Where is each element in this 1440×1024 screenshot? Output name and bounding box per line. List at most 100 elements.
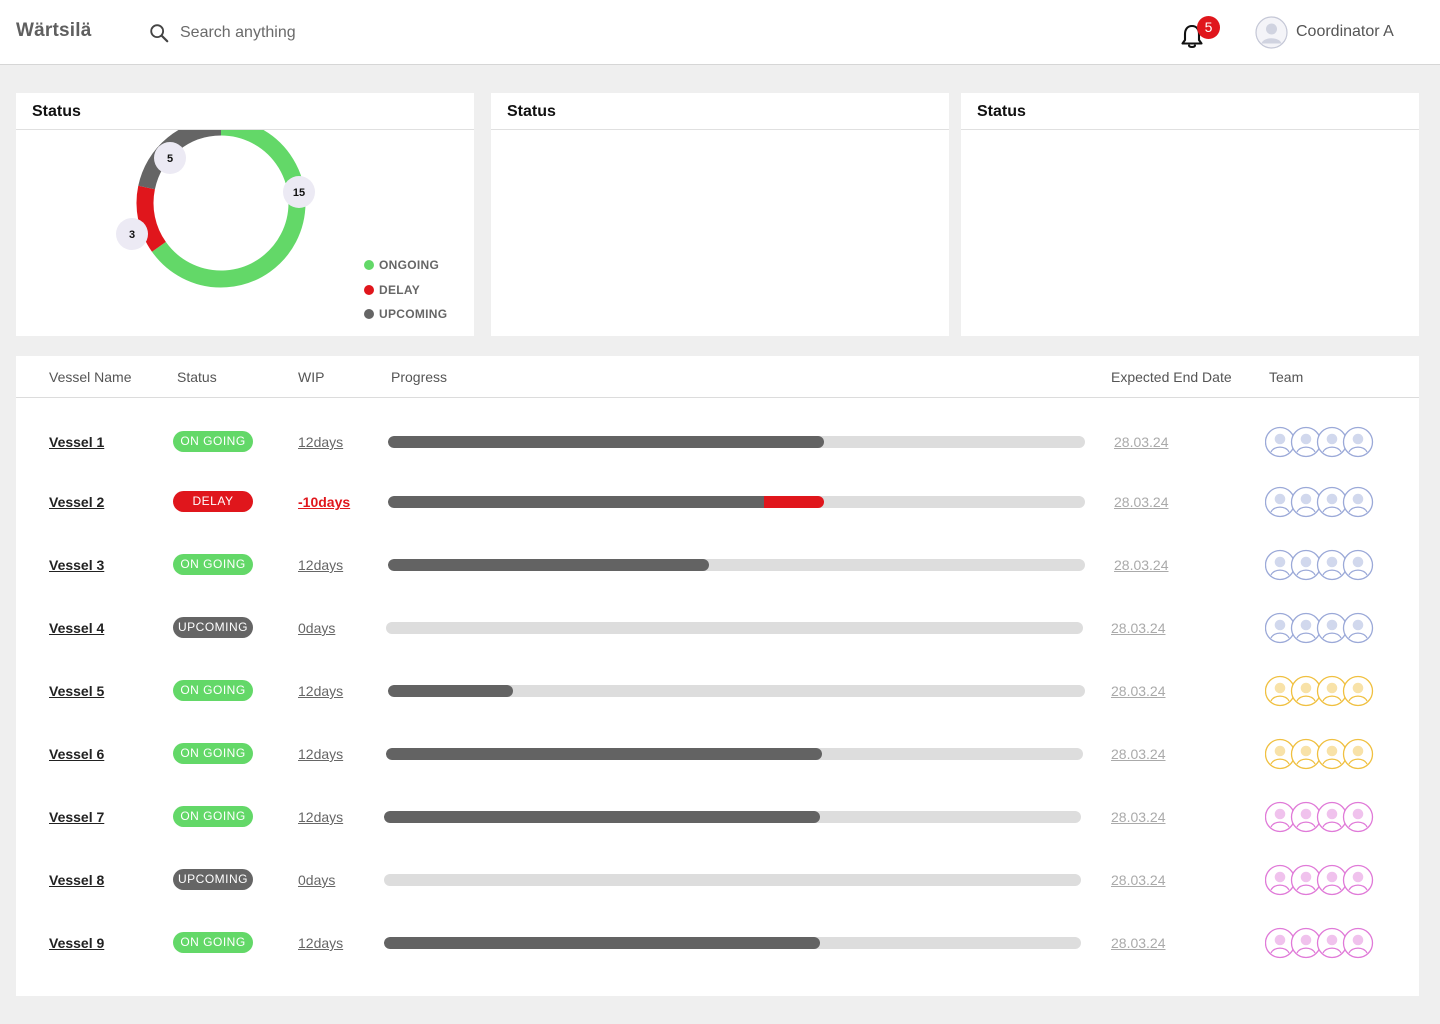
avatar [1342,549,1374,581]
legend-label: DELAY [379,282,421,297]
legend-dot-delay [364,284,374,295]
table-row[interactable]: Vessel 2 DELAY -10days 28.03.24 [16,482,1419,522]
table-row[interactable]: Vessel 6 ON GOING 12days 28.03.24 [16,734,1419,774]
expected-end-date[interactable]: 28.03.24 [1111,935,1166,951]
status-badge[interactable]: UPCOMING [173,617,253,638]
avatar [1342,738,1374,770]
team-avatars[interactable] [1265,675,1375,707]
status-badge[interactable]: ON GOING [173,554,253,575]
avatar [1290,801,1322,833]
vessel-name-link[interactable]: Vessel 3 [49,557,105,573]
vessel-name-link[interactable]: Vessel 8 [49,872,105,888]
progress-bar-fill [388,559,709,571]
wip-value[interactable]: 0days [298,872,336,888]
divider [961,129,1419,130]
status-badge[interactable]: DELAY [173,491,253,512]
wip-value[interactable]: 12days [298,935,344,951]
status-badge[interactable]: ON GOING [173,932,253,953]
legend-dot-upcoming [364,309,374,320]
team-avatars[interactable] [1265,801,1375,833]
bell-icon [1181,24,1203,49]
wip-value[interactable]: 12days [298,809,344,825]
avatar [1265,801,1296,833]
avatar [1265,549,1296,581]
wip-value[interactable]: -10days [298,494,351,510]
team-avatar-group [1265,927,1374,959]
wip-value[interactable]: 12days [298,434,344,450]
svg-text:15: 15 [293,187,305,199]
table-row[interactable]: Vessel 8 UPCOMING 0days 28.03.24 [16,860,1419,900]
column-header-status[interactable]: Status [177,369,217,385]
status-badge[interactable]: ON GOING [173,680,253,701]
status-badge[interactable]: ON GOING [173,431,253,452]
team-avatars[interactable] [1265,864,1375,896]
donut-value-label: 3 [116,218,148,250]
vessel-name-link[interactable]: Vessel 7 [49,809,105,825]
expected-end-date[interactable]: 28.03.24 [1111,746,1166,762]
progress-bar [384,811,1081,823]
progress-bar [388,559,1085,571]
status-badge[interactable]: ON GOING [173,806,253,827]
table-row[interactable]: Vessel 7 ON GOING 12days 28.03.24 [16,797,1419,837]
team-avatar-group [1265,675,1374,707]
progress-bar-fill [388,685,514,697]
status-panel-3: Status [961,93,1419,336]
avatar [1316,612,1348,644]
table-row[interactable]: Vessel 1 ON GOING 12days 28.03.24 [16,422,1419,462]
vessel-name-link[interactable]: Vessel 4 [49,620,105,636]
wip-value[interactable]: 0days [298,620,336,636]
expected-end-date[interactable]: 28.03.24 [1114,434,1169,450]
column-header-progress[interactable]: Progress [391,369,448,385]
expected-end-date[interactable]: 28.03.24 [1111,872,1166,888]
progress-bar-fill [384,811,820,823]
wip-value[interactable]: 12days [298,557,344,573]
avatar [1290,675,1322,707]
avatar [1265,675,1296,707]
expected-end-date[interactable]: 28.03.24 [1111,809,1166,825]
wip-value[interactable]: 12days [298,746,344,762]
status-donut-chart: 15 3 5 ONGOING DELAY UPCOMING [16,118,474,336]
svg-text:3: 3 [129,229,135,241]
table-row[interactable]: Vessel 5 ON GOING 12days 28.03.24 [16,671,1419,711]
avatar [1290,738,1322,770]
team-avatars[interactable] [1265,486,1375,518]
status-badge[interactable]: UPCOMING [173,869,253,890]
team-avatar-group [1265,864,1374,896]
team-avatars[interactable] [1265,927,1375,959]
user-menu[interactable]: Coordinator A [1255,15,1394,49]
avatar [1342,801,1374,833]
progress-bar-fill [388,436,824,448]
team-avatars[interactable] [1265,426,1375,458]
legend-label: UPCOMING [379,307,448,322]
expected-end-date[interactable]: 28.03.24 [1111,620,1166,636]
team-avatars[interactable] [1265,612,1375,644]
table-row[interactable]: Vessel 4 UPCOMING 0days 28.03.24 [16,608,1419,648]
team-avatars[interactable] [1265,549,1375,581]
column-header-expected-end-date[interactable]: Expected End Date [1111,369,1232,385]
expected-end-date[interactable]: 28.03.24 [1114,557,1169,573]
team-avatars[interactable] [1265,738,1375,770]
avatar [1316,426,1348,458]
vessel-name-link[interactable]: Vessel 6 [49,746,105,762]
progress-bar [386,748,1083,760]
vessel-name-link[interactable]: Vessel 9 [49,935,105,951]
column-header-vessel-name[interactable]: Vessel Name [49,369,132,385]
logo[interactable]: Wärtsilä [16,20,92,41]
vessel-name-link[interactable]: Vessel 1 [49,434,105,450]
status-badge[interactable]: ON GOING [173,743,253,764]
notifications-button[interactable]: 5 [1178,16,1220,50]
progress-bar [384,937,1081,949]
panel-title: Status [507,103,556,120]
column-header-wip[interactable]: WIP [298,369,325,385]
avatar [1316,549,1348,581]
progress-bar-fill [384,937,820,949]
vessel-name-link[interactable]: Vessel 5 [49,683,105,699]
vessel-name-link[interactable]: Vessel 2 [49,494,105,510]
wip-value[interactable]: 12days [298,683,344,699]
table-row[interactable]: Vessel 3 ON GOING 12days 28.03.24 [16,545,1419,585]
column-header-team[interactable]: Team [1269,369,1304,385]
expected-end-date[interactable]: 28.03.24 [1114,494,1169,510]
search-input[interactable]: Search anything [148,20,296,46]
table-row[interactable]: Vessel 9 ON GOING 12days 28.03.24 [16,923,1419,963]
expected-end-date[interactable]: 28.03.24 [1111,683,1166,699]
